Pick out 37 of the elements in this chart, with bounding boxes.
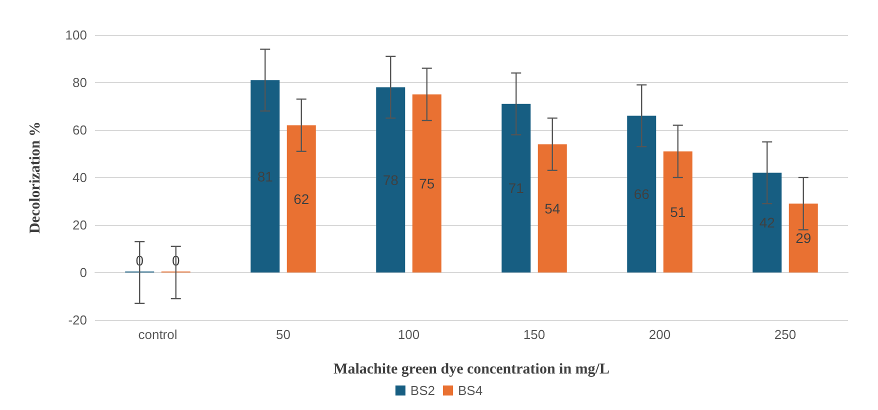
x-tick-label: 250 <box>774 327 796 342</box>
x-axis-title: Malachite green dye concentration in mg/L <box>334 362 610 378</box>
y-tick-label: -20 <box>68 312 87 328</box>
x-tick-label: 50 <box>276 327 290 342</box>
bar <box>412 94 442 272</box>
bar <box>663 151 692 272</box>
x-tick-label: 100 <box>398 327 420 342</box>
bar <box>752 172 782 272</box>
y-tick-label: 20 <box>72 218 87 232</box>
bar <box>538 144 567 272</box>
data-label: 51 <box>670 204 686 220</box>
y-tick-label: 100 <box>65 28 87 42</box>
y-tick-label: 0 <box>80 265 87 280</box>
bar <box>376 87 406 272</box>
legend-label: BS2 <box>410 383 436 398</box>
y-tick-label: 80 <box>72 75 87 90</box>
legend-label: BS4 <box>458 383 483 398</box>
data-label: 71 <box>508 180 524 196</box>
x-tick-label: 200 <box>648 327 671 342</box>
data-label: 42 <box>759 214 776 231</box>
data-label: 81 <box>257 168 274 184</box>
bar <box>250 80 280 272</box>
data-label: 54 <box>544 200 560 216</box>
x-tick-label: control <box>138 327 178 342</box>
data-label: 29 <box>796 230 812 246</box>
y-tick-label: 40 <box>72 170 87 185</box>
bar <box>502 104 531 272</box>
bar <box>627 116 656 272</box>
data-label: 66 <box>634 186 650 202</box>
data-label: 75 <box>419 175 435 192</box>
bar <box>788 204 818 272</box>
bar <box>286 125 316 272</box>
data-label: 62 <box>294 190 310 207</box>
y-tick-label: 60 <box>72 122 87 138</box>
data-label: 78 <box>382 172 399 188</box>
x-tick-label: 150 <box>523 327 546 342</box>
y-axis-title: Decolorization % <box>28 121 44 234</box>
